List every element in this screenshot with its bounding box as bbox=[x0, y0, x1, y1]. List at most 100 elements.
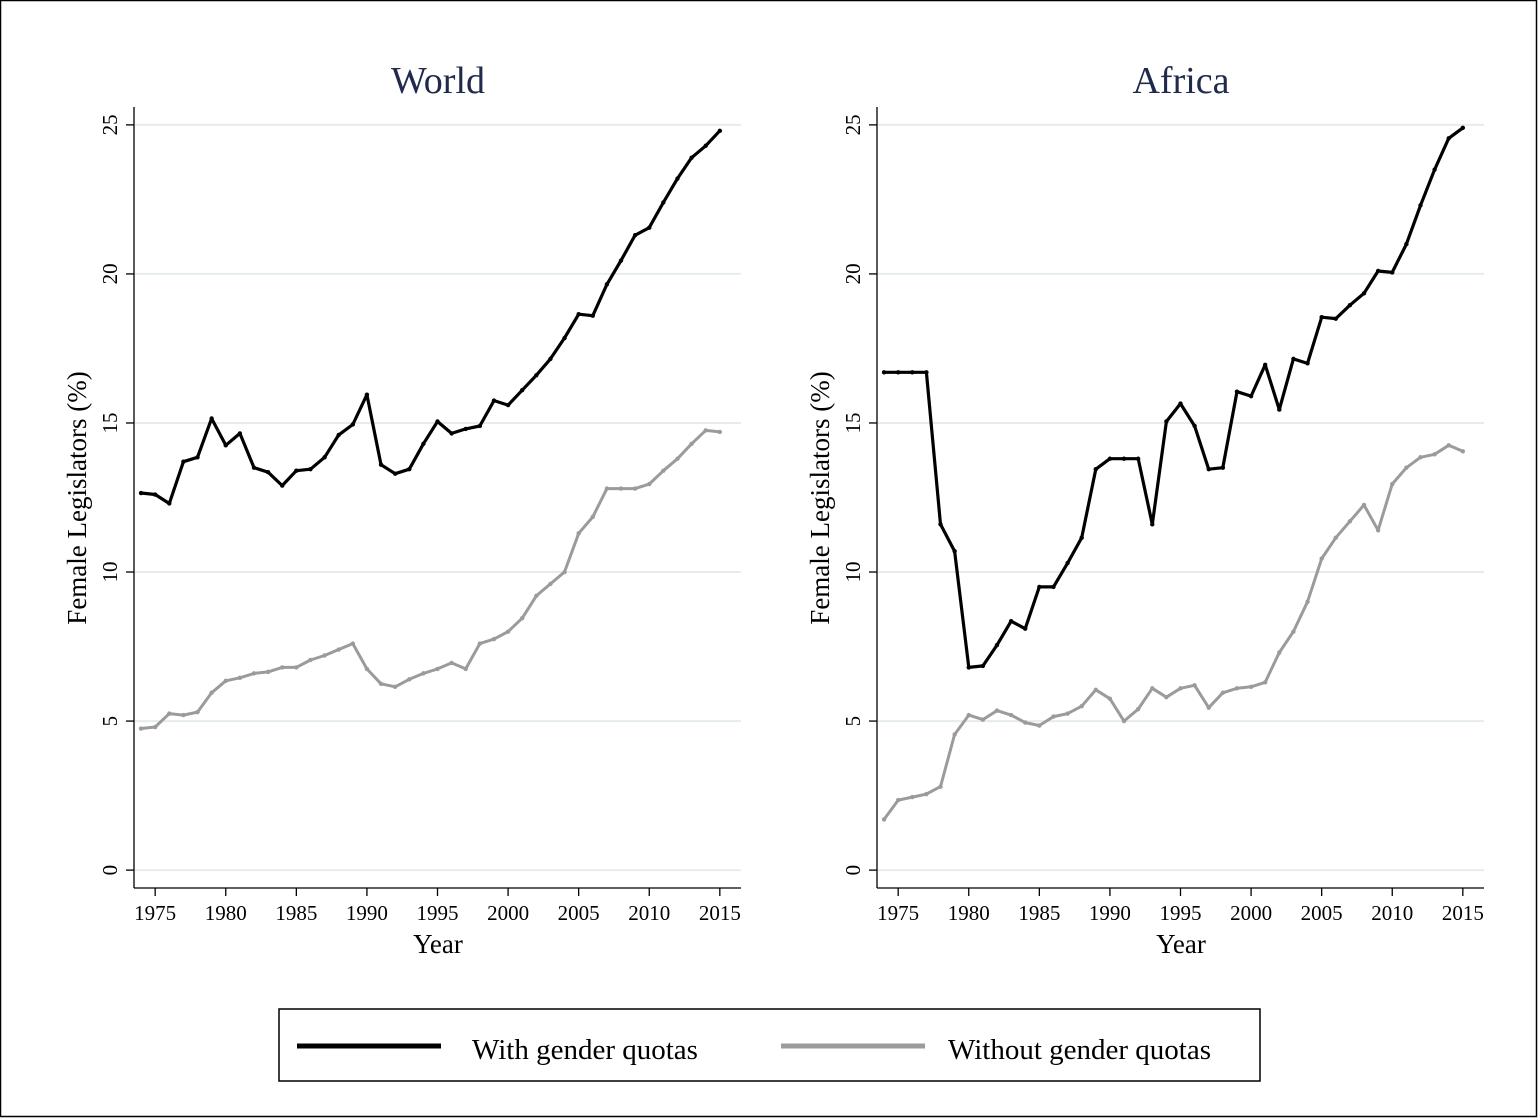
data-point-africa-without-quotas-1982 bbox=[994, 708, 1000, 713]
x-tick-label-world-1990: 1990 bbox=[346, 901, 388, 925]
data-point-world-without-quotas-1975 bbox=[152, 724, 158, 730]
data-point-world-without-quotas-1994 bbox=[421, 671, 426, 676]
data-point-africa-with-quotas-2012 bbox=[1418, 203, 1423, 208]
data-point-world-without-quotas-1986 bbox=[308, 657, 313, 663]
x-tick-label-africa-1980: 1980 bbox=[948, 901, 990, 925]
data-point-world-with-quotas-1979 bbox=[209, 416, 214, 421]
data-point-africa-with-quotas-1988 bbox=[1079, 535, 1084, 540]
data-point-africa-with-quotas-1977 bbox=[924, 370, 929, 375]
y-tick-label-world-20: 20 bbox=[98, 263, 122, 284]
x-tick-label-africa-1995: 1995 bbox=[1160, 901, 1202, 925]
data-point-world-without-quotas-2010 bbox=[647, 481, 652, 487]
data-point-world-without-quotas-2005 bbox=[576, 531, 581, 536]
data-point-world-without-quotas-1993 bbox=[407, 677, 412, 682]
data-point-world-with-quotas-2005 bbox=[576, 311, 581, 317]
data-point-world-without-quotas-1976 bbox=[167, 711, 172, 716]
axes-africa: 0 5 10 15 20 25 1975 1980 1985 1990 1995 2000 2005 20… bbox=[841, 107, 1484, 925]
data-point-world-without-quotas-2012 bbox=[675, 456, 680, 461]
data-point-world-without-quotas-2003 bbox=[548, 581, 553, 587]
data-point-world-with-quotas-1993 bbox=[407, 466, 412, 472]
data-point-world-with-quotas-2013 bbox=[689, 155, 694, 160]
data-point-africa-without-quotas-1983 bbox=[1008, 712, 1014, 718]
data-point-world-with-quotas-2002 bbox=[534, 373, 539, 378]
data-point-africa-without-quotas-2005 bbox=[1319, 556, 1324, 561]
data-point-world-with-quotas-1978 bbox=[195, 455, 200, 460]
data-point-world-with-quotas-2003 bbox=[548, 356, 553, 362]
panel-world: World 0 5 10 15 20 25 1975 1980 1985 1990 1995 2000… bbox=[62, 60, 741, 959]
data-point-world-with-quotas-2009 bbox=[632, 232, 638, 238]
data-point-africa-with-quotas-1980 bbox=[966, 665, 971, 670]
data-point-world-with-quotas-1989 bbox=[350, 422, 356, 427]
data-point-world-without-quotas-1995 bbox=[435, 666, 440, 672]
data-point-africa-without-quotas-1994 bbox=[1164, 695, 1169, 700]
data-point-africa-without-quotas-1987 bbox=[1065, 711, 1070, 716]
gridlines-africa bbox=[878, 123, 1484, 872]
data-point-world-with-quotas-1981 bbox=[237, 431, 243, 436]
data-point-world-with-quotas-1995 bbox=[435, 419, 440, 424]
data-point-africa-with-quotas-1991 bbox=[1121, 456, 1127, 461]
data-point-africa-without-quotas-1979 bbox=[952, 732, 957, 737]
data-point-africa-without-quotas-1985 bbox=[1037, 723, 1042, 728]
data-point-africa-with-quotas-1986 bbox=[1051, 584, 1056, 590]
data-point-africa-with-quotas-1982 bbox=[994, 642, 1000, 648]
data-point-africa-with-quotas-2008 bbox=[1361, 291, 1367, 296]
data-point-world-without-quotas-2001 bbox=[519, 616, 525, 621]
data-point-world-with-quotas-2012 bbox=[675, 176, 680, 181]
data-point-world-without-quotas-1981 bbox=[237, 675, 243, 681]
x-tick-label-world-1985: 1985 bbox=[275, 901, 317, 925]
data-point-world-with-quotas-1998 bbox=[477, 423, 483, 429]
series-line-africa-with-quotas bbox=[884, 126, 1464, 670]
data-point-africa-without-quotas-2003 bbox=[1291, 629, 1296, 634]
data-point-africa-with-quotas-1990 bbox=[1107, 456, 1113, 461]
data-point-africa-without-quotas-1986 bbox=[1051, 714, 1056, 719]
data-point-africa-without-quotas-1975 bbox=[895, 797, 901, 803]
data-point-world-with-quotas-2004 bbox=[562, 335, 567, 341]
data-point-africa-without-quotas-1980 bbox=[966, 712, 971, 718]
data-point-world-without-quotas-2008 bbox=[618, 486, 624, 491]
data-point-africa-without-quotas-2014 bbox=[1446, 443, 1451, 448]
data-point-world-with-quotas-1974 bbox=[138, 490, 144, 496]
x-tick-label-world-1995: 1995 bbox=[417, 901, 459, 925]
data-point-africa-without-quotas-1997 bbox=[1206, 705, 1211, 710]
data-point-world-with-quotas-1997 bbox=[463, 426, 468, 432]
data-point-africa-with-quotas-2010 bbox=[1390, 270, 1395, 275]
data-point-africa-with-quotas-2015 bbox=[1460, 125, 1466, 131]
data-point-world-without-quotas-1992 bbox=[392, 684, 398, 689]
data-point-world-with-quotas-1999 bbox=[491, 398, 497, 403]
legend-label-with-quotas: With gender quotas bbox=[472, 1034, 698, 1066]
data-point-africa-with-quotas-2014 bbox=[1446, 136, 1451, 141]
legend-box bbox=[278, 1008, 1261, 1082]
data-point-africa-without-quotas-2015 bbox=[1460, 449, 1466, 454]
y-tick-label-africa-0: 0 bbox=[841, 865, 865, 876]
series-world bbox=[138, 128, 723, 731]
data-point-africa-with-quotas-2011 bbox=[1404, 241, 1409, 247]
data-point-africa-with-quotas-1989 bbox=[1093, 466, 1099, 472]
data-point-africa-without-quotas-2001 bbox=[1262, 680, 1268, 685]
y-tick-label-africa-20: 20 bbox=[841, 263, 865, 284]
data-point-africa-with-quotas-1981 bbox=[980, 663, 986, 669]
data-point-africa-without-quotas-1991 bbox=[1121, 718, 1127, 724]
data-point-africa-without-quotas-1976 bbox=[910, 794, 915, 800]
y-tick-label-world-10: 10 bbox=[98, 562, 122, 583]
data-point-africa-with-quotas-1975 bbox=[895, 370, 901, 375]
data-point-africa-with-quotas-1993 bbox=[1150, 522, 1155, 527]
data-point-world-with-quotas-2010 bbox=[647, 225, 652, 230]
y-tick-label-world-25: 25 bbox=[98, 114, 122, 135]
data-point-world-without-quotas-1984 bbox=[280, 665, 285, 670]
data-point-world-without-quotas-2014 bbox=[703, 428, 708, 433]
data-point-africa-with-quotas-1995 bbox=[1178, 401, 1183, 406]
data-point-world-with-quotas-2014 bbox=[703, 143, 708, 148]
data-point-world-without-quotas-1977 bbox=[181, 712, 186, 718]
x-tick-label-africa-1985: 1985 bbox=[1018, 901, 1060, 925]
y-tick-label-world-0: 0 bbox=[98, 865, 122, 876]
data-point-world-without-quotas-2011 bbox=[661, 468, 666, 473]
data-point-africa-without-quotas-1988 bbox=[1079, 703, 1084, 709]
y-axis-label-africa: Female Legislators (%) bbox=[805, 371, 835, 624]
y-tick-label-africa-25: 25 bbox=[841, 114, 865, 135]
data-point-africa-without-quotas-1974 bbox=[881, 817, 887, 822]
data-point-africa-with-quotas-1994 bbox=[1164, 419, 1169, 424]
panel-title-africa: Africa bbox=[1132, 60, 1229, 102]
data-point-world-without-quotas-1998 bbox=[477, 641, 483, 646]
data-point-africa-with-quotas-2000 bbox=[1248, 393, 1254, 399]
